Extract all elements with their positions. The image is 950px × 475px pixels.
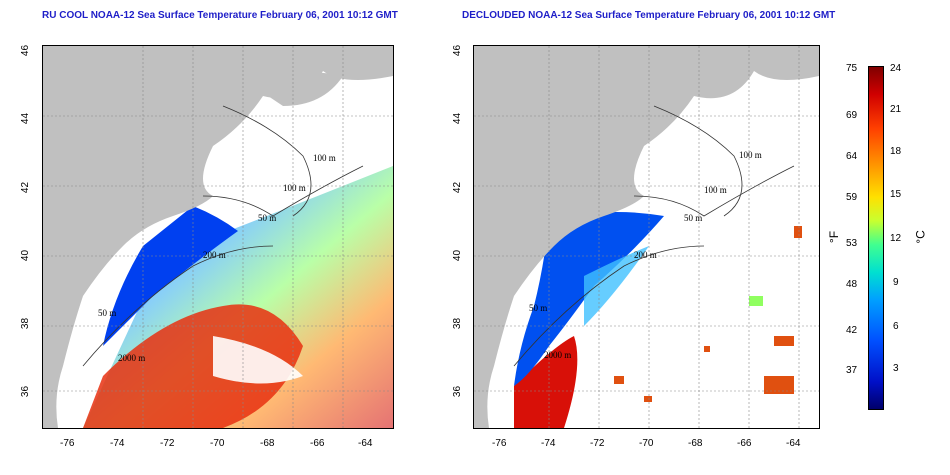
lat-tick: 44 <box>20 112 32 125</box>
contour-label-50m-b: 50 m <box>529 303 547 313</box>
celsius-tick: 3 <box>893 363 899 374</box>
lat-tick: 46 <box>452 44 464 57</box>
contour-label-50m-a: 50 m <box>258 213 276 223</box>
warm-eddy <box>749 296 763 306</box>
lon-tick: -68 <box>688 438 703 449</box>
celsius-tick: 9 <box>893 277 899 288</box>
land <box>43 46 393 428</box>
celsius-tick: 24 <box>890 63 902 74</box>
land <box>474 46 819 428</box>
lat-tick: 40 <box>20 249 32 262</box>
contour-label-100m-b: 100 m <box>283 183 306 193</box>
contour-label-100m-b: 100 m <box>704 185 727 195</box>
lat-tick: 36 <box>20 385 32 398</box>
lon-tick: -64 <box>786 438 801 449</box>
celsius-label: °C <box>913 230 928 244</box>
lon-tick: -74 <box>110 438 125 449</box>
lon-tick: -66 <box>737 438 752 449</box>
fahrenheit-tick: 42 <box>846 325 858 336</box>
lon-tick: -70 <box>210 438 225 449</box>
lat-tick: 38 <box>452 317 464 330</box>
contour-100m <box>222 105 312 217</box>
lat-tick: 46 <box>20 44 32 57</box>
contour-200m <box>202 165 364 217</box>
temperature-colorbar <box>868 66 884 410</box>
gulf-stream-warm <box>514 336 578 428</box>
contour-label-2000m: 2000 m <box>118 353 145 363</box>
celsius-tick: 15 <box>890 189 902 200</box>
left-map-canvas: 100 m 100 m 50 m 200 m 50 m 2000 m <box>43 46 393 428</box>
shelf-cold-water <box>514 212 664 386</box>
right-map-canvas: 100 m 100 m 50 m 200 m 50 m 2000 m <box>474 46 819 428</box>
contour-label-200m: 200 m <box>634 250 657 260</box>
lon-tick: -70 <box>639 438 654 449</box>
contour-label-50m-b: 50 m <box>98 308 116 318</box>
lat-tick: 38 <box>20 317 32 330</box>
cloud-patch <box>213 336 303 384</box>
contour-label-100m-a: 100 m <box>313 153 336 163</box>
contour-label-200m: 200 m <box>203 250 226 260</box>
fahrenheit-tick: 64 <box>846 151 858 162</box>
lon-tick: -76 <box>60 438 75 449</box>
contour-200m <box>633 165 795 217</box>
contour-label-100m-a: 100 m <box>739 150 762 160</box>
celsius-tick: 21 <box>890 104 902 115</box>
scattered-warm-pixels <box>614 226 802 402</box>
right-sst-map: 100 m 100 m 50 m 200 m 50 m 2000 m <box>473 45 820 429</box>
lon-tick: -66 <box>310 438 325 449</box>
fahrenheit-tick: 48 <box>846 279 858 290</box>
shelf-cold-water <box>103 206 238 346</box>
nova-scotia <box>253 72 343 106</box>
celsius-tick: 12 <box>890 233 902 244</box>
celsius-tick: 18 <box>890 146 902 157</box>
slope-water <box>584 246 649 326</box>
lat-tick: 42 <box>20 181 32 194</box>
contour-label-2000m: 2000 m <box>544 350 571 360</box>
lon-tick: -64 <box>358 438 373 449</box>
lat-tick: 36 <box>452 385 464 398</box>
contour-2000m <box>82 245 274 367</box>
contour-100m <box>653 105 743 217</box>
fahrenheit-tick: 59 <box>846 192 858 203</box>
lat-tick: 40 <box>452 249 464 262</box>
contour-label-50m-a: 50 m <box>684 213 702 223</box>
lon-tick: -68 <box>260 438 275 449</box>
lat-tick: 42 <box>452 181 464 194</box>
fahrenheit-tick: 69 <box>846 110 858 121</box>
fahrenheit-label: °F <box>827 230 842 244</box>
fahrenheit-tick: 37 <box>846 365 858 376</box>
lat-tick: 44 <box>452 112 464 125</box>
lon-tick: -74 <box>541 438 556 449</box>
right-map-title: DECLOUDED NOAA-12 Sea Surface Temperatur… <box>462 10 836 21</box>
lon-tick: -72 <box>160 438 175 449</box>
left-map-title: RU COOL NOAA-12 Sea Surface Temperature … <box>42 10 398 21</box>
fahrenheit-tick: 75 <box>846 63 858 74</box>
lon-tick: -72 <box>590 438 605 449</box>
celsius-tick: 6 <box>893 321 899 332</box>
left-sst-map: 100 m 100 m 50 m 200 m 50 m 2000 m <box>42 45 394 429</box>
graticule <box>474 46 819 428</box>
contour-2000m <box>513 245 705 367</box>
lon-tick: -76 <box>492 438 507 449</box>
fahrenheit-tick: 53 <box>846 238 858 249</box>
